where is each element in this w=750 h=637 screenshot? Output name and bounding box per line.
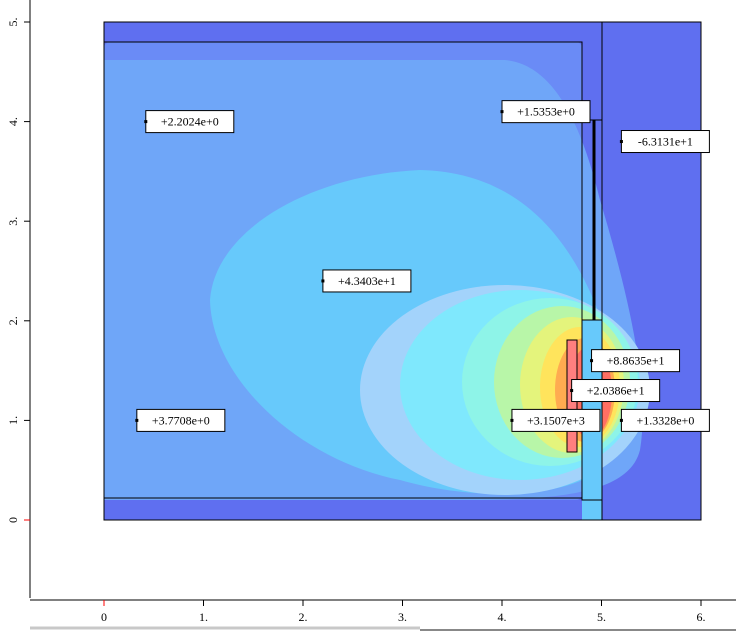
value-label: +2.2024e+0 — [144, 110, 235, 134]
value-label-anchor — [590, 359, 594, 363]
y-tick-label: 1. — [6, 416, 20, 425]
value-label: +3.1507e+3 — [510, 408, 601, 432]
value-label-anchor — [144, 120, 148, 124]
x-tick-label: 2. — [299, 610, 308, 624]
y-tick-label: 3. — [6, 217, 20, 226]
value-label: +1.3328e+0 — [619, 408, 710, 432]
value-label-text: +8.8635e+1 — [607, 354, 665, 368]
x-tick-label: 4. — [498, 610, 507, 624]
value-label-text: -6.3131e+1 — [638, 135, 693, 149]
y-tick-label: 4. — [6, 117, 20, 126]
value-label-text: +2.2024e+0 — [161, 115, 219, 129]
value-label: +3.7708e+0 — [135, 408, 226, 432]
x-tick-label: 3. — [398, 610, 407, 624]
value-label-anchor — [619, 418, 623, 422]
x-axis-ticks: 0 1. 2. 3. 4. 5. 6. — [101, 600, 706, 624]
value-label-text: +1.3328e+0 — [636, 413, 694, 427]
value-label-text: +3.7708e+0 — [152, 413, 210, 427]
value-label: -6.3131e+1 — [619, 130, 710, 154]
y-tick-label: 0 — [6, 517, 20, 523]
domain-outlines — [103, 21, 702, 521]
value-label: +2.0386e+1 — [570, 379, 661, 403]
value-label-text: +3.1507e+3 — [527, 413, 585, 427]
x-tick-label: 5. — [597, 610, 606, 624]
y-tick-label: 5. — [6, 18, 20, 27]
value-label: +4.3403e+1 — [321, 269, 412, 293]
value-labels: +2.2024e+0 +1.5353e+0 -6.3131e+1 +4.3403e+1… — [135, 100, 710, 432]
value-label-anchor — [321, 279, 325, 283]
value-label: +1.5353e+0 — [500, 100, 591, 124]
value-label-anchor — [510, 418, 514, 422]
value-label: +8.8635e+1 — [590, 349, 681, 373]
value-label-anchor — [135, 418, 139, 422]
value-label-anchor — [619, 140, 623, 144]
y-axis: 0 1. 2. 3. 4. 5. — [6, 0, 31, 598]
x-tick-label: 1. — [199, 610, 208, 624]
value-label-text: +2.0386e+1 — [587, 384, 645, 398]
x-axis: 0 1. 2. 3. 4. 5. 6. — [30, 599, 736, 631]
x-tick-label: 0 — [101, 610, 107, 624]
value-label-anchor — [570, 389, 574, 393]
value-label-anchor — [500, 110, 504, 114]
y-axis-ticks: 0 1. 2. 3. 4. 5. — [6, 18, 30, 523]
y-tick-label: 2. — [6, 316, 20, 325]
value-label-text: +1.5353e+0 — [517, 105, 575, 119]
value-label-text: +4.3403e+1 — [338, 274, 396, 288]
x-tick-label: 6. — [697, 610, 706, 624]
